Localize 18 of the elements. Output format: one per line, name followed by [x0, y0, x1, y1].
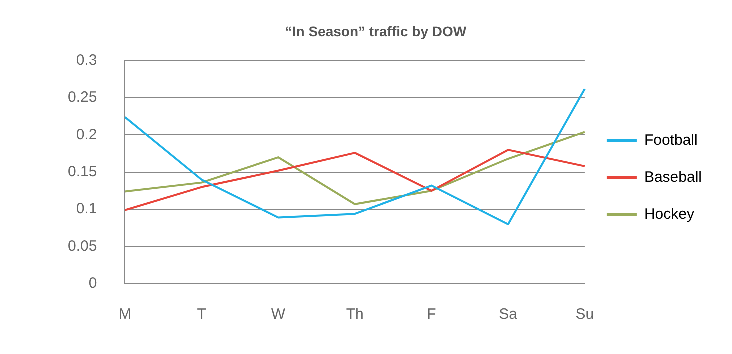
y-tick-label: 0.1: [76, 200, 98, 218]
x-tick-label: T: [197, 306, 206, 324]
x-tick-label: Th: [346, 306, 364, 324]
x-tick-label: W: [271, 306, 286, 324]
x-tick-label: Su: [576, 306, 594, 324]
y-tick-label: 0.15: [68, 164, 98, 181]
y-tick-label: 0.05: [68, 238, 98, 255]
legend-label: Hockey: [644, 206, 695, 224]
y-tick-label: 0.2: [76, 126, 98, 144]
x-tick-label: M: [118, 306, 132, 324]
legend-label: Baseball: [644, 169, 702, 186]
legend-label: Football: [644, 132, 698, 150]
x-tick-label: F: [427, 306, 436, 324]
y-tick-label: 0: [88, 275, 98, 292]
y-tick-label: 0.25: [68, 89, 98, 106]
chart-title: “In Season” traffic by DOW: [285, 23, 468, 40]
x-tick-label: Sa: [499, 306, 518, 324]
y-tick-label: 0.3: [76, 52, 98, 69]
